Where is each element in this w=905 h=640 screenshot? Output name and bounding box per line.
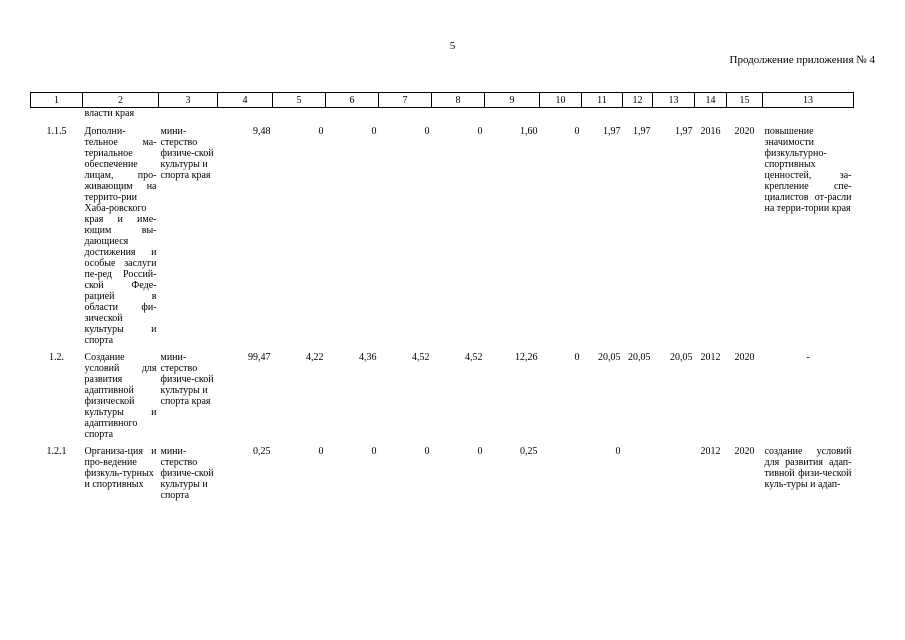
item-executor: мини-стерство физиче-ской культуры и спо… (160, 352, 214, 407)
value-cell: 4,22 (306, 352, 324, 363)
item-name: Организа-ция и про-ведение физкуль-турны… (84, 446, 157, 490)
header-cell: 10 (539, 92, 582, 108)
header-cell: 8 (431, 92, 485, 108)
continued-text: власти края (84, 108, 135, 119)
header-cell: 11 (581, 92, 623, 108)
header-cell: 12 (622, 92, 653, 108)
header-cell: 15 (726, 92, 763, 108)
value-cell: 0,25 (520, 446, 538, 457)
header-cell: 6 (325, 92, 379, 108)
start-year: 2012 (700, 352, 721, 363)
value-cell: 0 (477, 446, 483, 457)
value-cell: 1,97 (603, 126, 621, 137)
end-year: 2020 (734, 352, 755, 363)
item-name: Создание условий для развития адаптивной… (84, 352, 157, 440)
item-id: 1.2.1 (46, 446, 67, 457)
value-cell: 20,05 (670, 352, 693, 363)
value-cell (623, 446, 653, 507)
value-cell: 20,05 (598, 352, 621, 363)
value-cell: 0 (615, 446, 621, 457)
value-cell: 4,52 (465, 352, 483, 363)
value-cell: 0 (574, 352, 580, 363)
column-number-header: 1 2 3 4 5 6 7 8 9 10 11 12 13 14 15 13 (30, 92, 854, 108)
value-cell: 0 (371, 446, 377, 457)
value-cell: 99,47 (248, 352, 271, 363)
item-result: повышение значимости физкультурно-спорти… (764, 126, 852, 214)
value-cell (540, 446, 582, 507)
end-year: 2020 (734, 126, 755, 137)
value-cell: 0 (424, 126, 430, 137)
continuation-row: власти края (31, 108, 854, 127)
value-cell (653, 446, 695, 507)
value-cell: 1,97 (675, 126, 693, 137)
value-cell: 9,48 (253, 126, 271, 137)
header-cell: 1 (30, 92, 83, 108)
header-cell: 5 (272, 92, 326, 108)
value-cell: 12,26 (515, 352, 538, 363)
start-year: 2016 (700, 126, 721, 137)
header-cell: 13 (652, 92, 695, 108)
header-cell: 13 (762, 92, 854, 108)
header-cell: 7 (378, 92, 432, 108)
item-result: - (806, 352, 810, 363)
value-cell: 4,52 (412, 352, 430, 363)
table-row: 1.2. Создание условий для развития адапт… (31, 352, 854, 446)
item-executor: мини-стерство физиче-ской культуры и спо… (160, 126, 214, 181)
value-cell: 0 (477, 126, 483, 137)
header-cell: 14 (694, 92, 727, 108)
value-cell: 0 (574, 126, 580, 137)
value-cell: 0,25 (253, 446, 271, 457)
table-row: 1.2.1 Организа-ция и про-ведение физкуль… (31, 446, 854, 507)
item-executor: мини-стерство физиче-ской культуры и спо… (160, 446, 214, 501)
item-name: Дополни-тельное ма-териальное обеспечени… (84, 126, 157, 346)
value-cell: 0 (318, 126, 324, 137)
value-cell: 4,36 (359, 352, 377, 363)
item-id: 1.2. (49, 352, 64, 363)
header-cell: 9 (484, 92, 540, 108)
value-cell: 20,05 (628, 352, 651, 363)
start-year: 2012 (700, 446, 721, 457)
item-result: создание условий для развития адап-тивно… (764, 446, 852, 490)
header-cell: 3 (158, 92, 218, 108)
continuation-label: Продолжение приложения № 4 (729, 54, 875, 66)
table-row: 1.1.5 Дополни-тельное ма-териальное обес… (31, 126, 854, 352)
page-number: 5 (449, 40, 456, 52)
value-cell: 1,60 (520, 126, 538, 137)
end-year: 2020 (734, 446, 755, 457)
item-id: 1.1.5 (46, 126, 67, 137)
value-cell: 0 (424, 446, 430, 457)
value-cell: 1,97 (633, 126, 651, 137)
header-cell: 4 (217, 92, 273, 108)
value-cell: 0 (318, 446, 324, 457)
program-table: 1 2 3 4 5 6 7 8 9 10 11 12 13 14 15 13 в… (30, 92, 854, 507)
header-cell: 2 (82, 92, 159, 108)
value-cell: 0 (371, 126, 377, 137)
